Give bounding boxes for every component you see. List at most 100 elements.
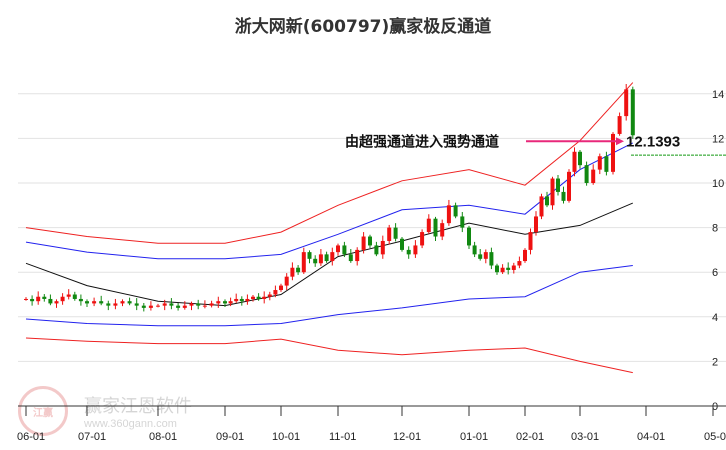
x-tick-label: 08-01	[149, 431, 177, 443]
candle-body	[523, 249, 527, 262]
x-tick-label: 07-01	[78, 431, 106, 443]
candle-body	[406, 249, 411, 255]
candle-body	[597, 156, 602, 170]
candle-body	[127, 301, 132, 304]
candle-body	[578, 151, 582, 166]
candle-body	[24, 298, 28, 300]
candle-body	[420, 232, 425, 246]
candle-body	[162, 303, 167, 306]
candle-body	[156, 305, 160, 307]
candle-body	[134, 303, 139, 306]
candle-body	[169, 303, 174, 306]
candle-body	[387, 227, 392, 241]
candle-body	[239, 298, 244, 302]
annotation-text: 由超强通道进入强势通道	[345, 133, 499, 150]
watermark-seal-logo: 江赢	[18, 386, 68, 436]
y-tick-label: 10	[712, 178, 724, 190]
candle-body	[433, 218, 438, 237]
candle-body	[273, 290, 278, 295]
candle-body	[393, 227, 398, 239]
candle-body	[556, 178, 560, 192]
candle-body	[66, 294, 71, 297]
candle-body	[284, 276, 289, 286]
candle-body	[54, 301, 59, 304]
candle-body	[611, 133, 615, 172]
candle-body	[478, 254, 483, 259]
candle-body	[506, 267, 511, 270]
candle-body	[617, 116, 622, 134]
watermark: 江赢 赢家江恩软件 www.360gann.com	[18, 386, 192, 436]
candle-body	[78, 298, 83, 302]
candle-body	[528, 232, 533, 250]
candle-body	[517, 261, 522, 266]
candle-body	[267, 294, 272, 297]
candle-body	[148, 305, 153, 308]
candle-body	[189, 303, 194, 306]
candle-body	[245, 298, 250, 302]
candle-body	[472, 245, 477, 255]
candle-body	[342, 245, 347, 255]
candle-body	[256, 296, 261, 299]
candle-body	[113, 303, 118, 306]
y-tick-label: 4	[712, 312, 718, 324]
y-tick-label: 6	[712, 267, 718, 279]
candle-body	[380, 240, 385, 255]
y-tick-label: 0	[712, 401, 718, 413]
candle-body	[296, 267, 301, 273]
x-tick-label: 05-01	[704, 431, 726, 443]
candle-body	[483, 252, 488, 259]
candle-body	[489, 252, 494, 266]
channel-line-upper-red	[25, 82, 634, 244]
candle-body	[511, 265, 516, 270]
candle-body	[228, 301, 233, 304]
candle-body	[223, 301, 227, 304]
x-tick-label: 12-01	[393, 431, 421, 443]
candle-body	[48, 298, 53, 304]
candle-body	[313, 258, 318, 264]
candle-body	[500, 267, 505, 273]
channel-line-lower-blue	[25, 265, 633, 327]
candle-body	[182, 305, 187, 308]
candle-body	[176, 305, 181, 308]
chart-title: 浙大网新(600797)赢家极反通道	[234, 17, 492, 37]
candle-body	[324, 254, 329, 262]
candle-body	[534, 216, 538, 233]
candle-body	[630, 89, 635, 136]
candle-body	[234, 298, 239, 302]
x-tick-label: 10-01	[272, 431, 300, 443]
candle-body	[374, 245, 379, 255]
candle-body	[301, 252, 306, 273]
candle-body	[336, 245, 340, 253]
candle-body	[604, 156, 609, 172]
candle-body	[348, 254, 353, 262]
candle-body	[279, 285, 283, 291]
candle-body	[584, 165, 589, 183]
candle-body	[591, 169, 596, 183]
candle-body	[355, 249, 360, 262]
candle-body	[120, 301, 125, 304]
candle-body	[106, 303, 111, 306]
y-tick-label: 14	[712, 89, 724, 101]
y-tick-label: 12	[712, 133, 724, 145]
channel-line-lower-red	[25, 337, 633, 374]
candle-body	[290, 267, 295, 277]
candle-body	[85, 301, 89, 304]
x-tick-label: 02-01	[516, 431, 544, 443]
candle-body	[209, 303, 214, 306]
candle-body	[99, 301, 104, 304]
candle-body	[318, 254, 323, 264]
candle-body	[413, 245, 418, 255]
x-tick-label: 03-01	[571, 431, 599, 443]
candle-body	[561, 191, 566, 201]
candle-body	[624, 89, 629, 117]
candle-body	[307, 252, 312, 259]
annotation-value: 12.1393	[626, 133, 680, 150]
x-tick-label: 04-01	[637, 431, 665, 443]
candle-body	[361, 236, 366, 250]
x-tick-label: 06-01	[17, 431, 45, 443]
x-tick-label: 11-01	[329, 431, 356, 443]
watermark-url: www.360gann.com	[84, 418, 177, 430]
y-tick-label: 2	[712, 356, 718, 368]
